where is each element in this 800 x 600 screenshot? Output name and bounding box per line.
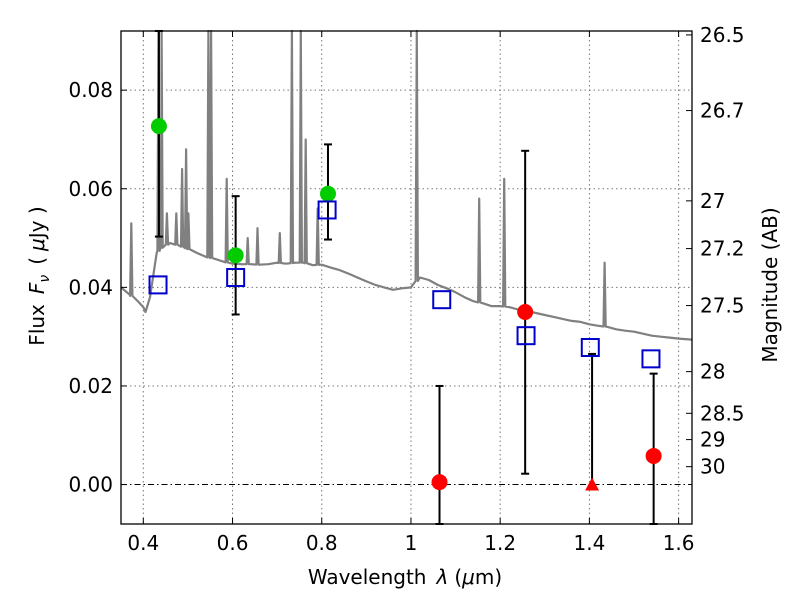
observed-nir-point (645, 447, 662, 464)
x-tick-label: 0.4 (127, 531, 159, 555)
observed-nir-point (517, 304, 534, 321)
ticks: 0.4 0.6 0.8 1 1.2 1.4 1.6 0.00 0.02 0.04 0.06 0.08 2… (68, 23, 744, 555)
upper-limit-point (585, 477, 600, 491)
y-tick-label: 0.02 (68, 374, 113, 398)
y-tick-label: 0.08 (68, 78, 113, 102)
plot-frame (120, 30, 693, 525)
mag-tick-label: 27.2 (700, 237, 745, 261)
x-tick-label: 0.8 (306, 531, 338, 555)
observed-optical-point (227, 247, 244, 264)
x-tick-label: 1.4 (573, 531, 605, 555)
mag-tick-label: 30 (700, 455, 725, 479)
x-tick-label: 1 (405, 531, 418, 555)
mag-tick-label: 27 (700, 189, 725, 213)
model-photometry-point (317, 200, 337, 220)
y-tick-label: 0.04 (68, 275, 113, 299)
observed-optical-point (150, 118, 167, 135)
observed-nir-point (431, 474, 448, 491)
observed-optical-point (319, 185, 336, 202)
right-axis-label: Magnitude (AB) (758, 207, 782, 362)
mag-tick-label: 28 (700, 360, 725, 384)
mag-tick-label: 26.5 (700, 23, 745, 47)
mag-tick-label: 29 (700, 428, 725, 452)
model-photometry-point (148, 275, 168, 295)
mag-tick-label: 27.5 (700, 294, 745, 318)
model-photometry-point (641, 349, 661, 369)
x-axis-label: Wavelength λ (μm) (308, 565, 502, 589)
x-tick-label: 1.6 (663, 531, 695, 555)
model-photometry-point (516, 326, 536, 346)
x-tick-label: 1.2 (484, 531, 516, 555)
model-photometry-point (432, 290, 452, 310)
mag-tick-label: 28.5 (700, 401, 745, 425)
markers (148, 118, 662, 491)
mag-tick-label: 26.7 (700, 99, 745, 123)
y-tick-label: 0.00 (68, 473, 113, 497)
model-photometry-point (226, 268, 246, 287)
y-axis-label: FluxFν(μJy ) (25, 206, 53, 345)
y-tick-label: 0.06 (68, 177, 113, 201)
x-tick-label: 0.6 (217, 531, 249, 555)
model-photometry-point (580, 338, 600, 358)
